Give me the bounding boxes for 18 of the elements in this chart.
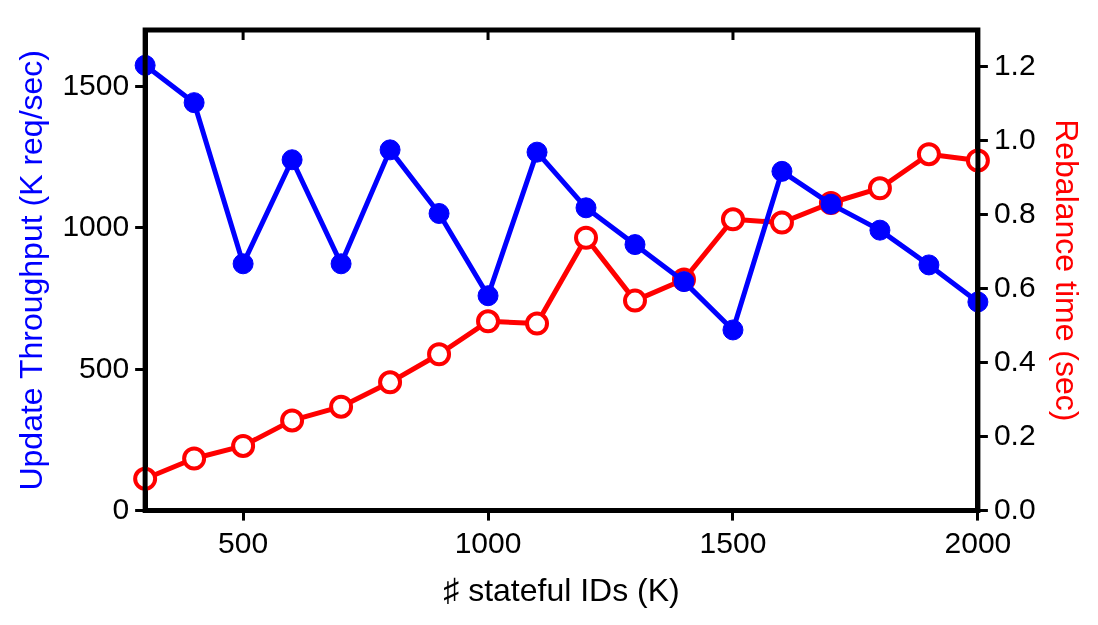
y2-tick-label: 0.2 — [993, 417, 1036, 451]
x-tick-label: 1000 — [454, 525, 522, 559]
x-tick-label: 500 — [218, 525, 269, 559]
y2-tick-label: 0.8 — [993, 196, 1036, 230]
y-axis-title: Update Throughput (K req/sec) — [13, 50, 50, 491]
y2-tick-label: 1.0 — [993, 122, 1036, 156]
y2-tick-label: 1.2 — [993, 48, 1036, 82]
x-axis-title: ♯ stateful IDs (K) — [443, 571, 680, 608]
y2-axis-title: Rebalance time (sec) — [1048, 119, 1085, 422]
y-tick-label: 500 — [79, 350, 130, 384]
x-tick-label: 2000 — [944, 525, 1012, 559]
x-tick-label: 1500 — [699, 525, 767, 559]
y-tick-label: 1000 — [62, 209, 130, 243]
y-tick-label: 1500 — [62, 67, 130, 101]
y2-tick-label: 0.0 — [993, 491, 1036, 525]
y2-tick-label: 0.4 — [993, 343, 1036, 377]
y-tick-label: 0 — [112, 491, 130, 525]
y2-tick-label: 0.6 — [993, 270, 1036, 304]
